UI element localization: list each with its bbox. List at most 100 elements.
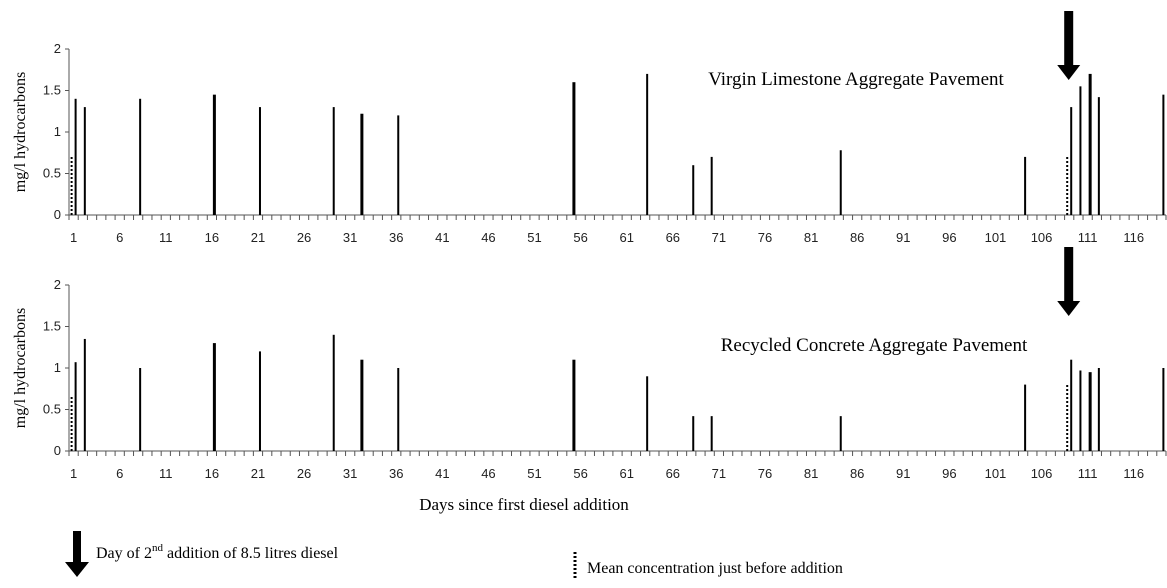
x-tick-label: 76 [758,466,772,481]
data-bar [397,115,400,215]
x-tick-label: 51 [527,230,541,245]
x-tick-label: 116 [1123,466,1144,481]
x-tick-label: 16 [205,466,219,481]
x-tick-label: 51 [527,466,541,481]
x-tick-label: 96 [942,230,956,245]
x-tick-label: 41 [435,230,449,245]
legend-arrow-text-post: addition of 8.5 litres diesel [163,545,339,562]
data-bar [83,338,86,451]
y-tick-label: 1.5 [43,319,61,334]
x-tick-label: 46 [481,466,495,481]
y-tick-label: 2 [54,41,61,56]
x-tick-label: 96 [942,466,956,481]
legend: Day of 2nd addition of 8.5 litres diesel… [65,531,843,580]
x-tick-label: 11 [159,466,173,481]
legend-arrow-text-pre: Day of 2 [96,545,152,562]
data-bar [839,416,842,451]
data-bar [1097,97,1100,215]
x-tick-label: 91 [896,230,910,245]
x-tick-label: 71 [712,230,726,245]
x-tick-label: 46 [481,230,495,245]
arrow-head [1057,65,1081,80]
y-tick-label: 0.5 [43,166,61,181]
y-tick-label: 1 [54,360,61,375]
x-tick-label: 81 [804,230,818,245]
second-addition-arrow [1057,247,1081,316]
x-tick-label: 21 [251,466,265,481]
x-axis-label: Days since first diesel addition [419,495,629,514]
y-tick-label: 2 [54,277,61,292]
legend-arrow-text-sup: nd [152,542,164,554]
data-bar [212,343,216,451]
panel-virgin-limestone: mg/l hydrocarbons Virgin Limestone Aggre… [12,11,1167,245]
y-tick-label: 0.5 [43,402,61,417]
panel-title-top: Virgin Limestone Aggregate Pavement [708,69,1004,90]
data-bar [572,359,576,451]
legend-arrow-text: Day of 2nd addition of 8.5 litres diesel [96,542,339,562]
data-bar [839,150,842,215]
x-tick-label: 76 [758,230,772,245]
panel-recycled-concrete: mg/l hydrocarbons Recycled Concrete Aggr… [12,247,1167,481]
x-tick-label: 16 [205,230,219,245]
legend-arrow-icon [65,531,89,577]
x-tick-label: 1 [70,230,77,245]
x-tick-label: 106 [1031,466,1053,481]
data-bar [1024,384,1027,451]
data-bar [1070,359,1073,451]
data-bar [397,368,400,451]
panel-title-bottom: Recycled Concrete Aggregate Pavement [721,335,1028,356]
x-tick-label: 21 [251,230,265,245]
x-tick-label: 41 [435,466,449,481]
data-bar [1088,372,1092,451]
x-tick-label: 101 [985,230,1007,245]
x-tick-label: 56 [573,230,587,245]
data-bar [360,113,364,215]
data-bar [1097,368,1100,451]
x-tick-label: 111 [1078,230,1098,245]
data-bar [710,156,713,215]
x-tick-label: 86 [850,466,864,481]
x-tick-label: 36 [389,466,403,481]
x-tick-label: 106 [1031,230,1053,245]
data-bar [139,368,142,451]
data-bar [692,165,695,215]
data-bar [692,416,695,451]
data-bar [74,362,77,451]
x-tick-label: 56 [573,466,587,481]
x-tick-label: 1 [70,466,77,481]
data-bar [74,98,77,215]
data-bar [1079,370,1082,451]
arrow-head [1057,301,1081,316]
x-tick-label: 61 [619,230,633,245]
x-tick-label: 31 [343,230,357,245]
x-tick-label: 101 [985,466,1007,481]
data-bar [1079,86,1082,215]
x-tick-label: 6 [116,466,123,481]
y-tick-label: 0 [54,207,61,222]
y-axis-label-top: mg/l hydrocarbons [12,72,29,192]
y-tick-label: 0 [54,443,61,458]
x-tick-label: 61 [619,466,633,481]
x-tick-label: 116 [1123,230,1144,245]
data-bar [360,359,364,451]
data-bar [1088,73,1092,216]
x-tick-label: 86 [850,230,864,245]
x-tick-label: 36 [389,230,403,245]
x-tick-label: 66 [666,466,680,481]
y-axis-label-bottom: mg/l hydrocarbons [12,308,29,428]
data-bar [646,73,649,216]
arrow-shaft [1064,11,1074,66]
data-bar [83,107,86,215]
data-bar [332,334,335,451]
x-tick-label: 81 [804,466,818,481]
data-bar [1070,107,1073,215]
data-bar [258,351,261,451]
x-tick-label: 11 [159,230,173,245]
y-tick-label: 1.5 [43,83,61,98]
legend-dotted-text: Mean concentration just before addition [587,560,843,577]
x-tick-label: 31 [343,466,357,481]
data-bar [139,98,142,215]
data-bar [1162,368,1165,451]
